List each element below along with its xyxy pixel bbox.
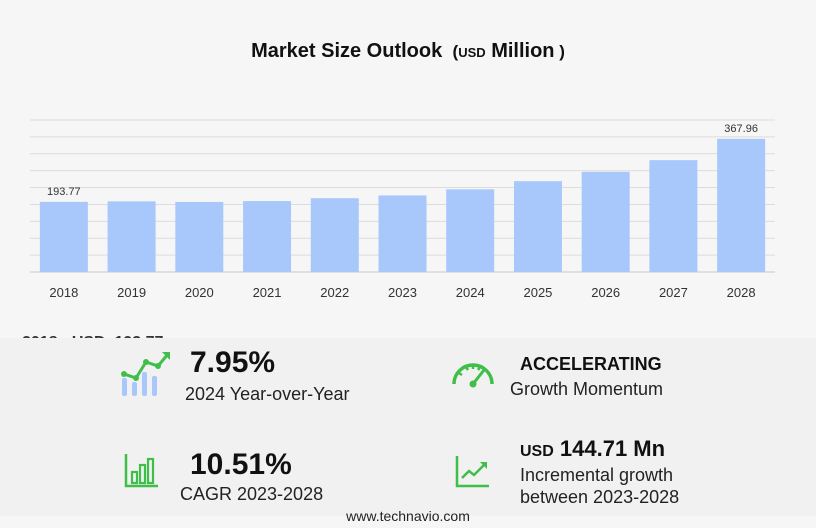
bar-2020 (175, 201, 224, 272)
line-trend-icon (455, 456, 489, 488)
x-tick-label: 2027 (659, 285, 688, 300)
bar-2027 (649, 160, 698, 272)
chart-data-labels: 193.77 367.96 (47, 123, 758, 198)
yoy-label: 2024 Year-over-Year (185, 384, 350, 404)
bar-2023 (378, 195, 427, 272)
bar-2028 (717, 138, 766, 272)
x-tick-label: 2026 (591, 285, 620, 300)
momentum-value: ACCELERATING (520, 354, 662, 374)
bar-2026 (581, 171, 630, 272)
bar-2022 (310, 198, 359, 272)
x-tick-label: 2022 (320, 285, 349, 300)
x-tick-label: 2021 (253, 285, 282, 300)
title-close-paren: ) (554, 42, 565, 61)
chart-x-ticks: 2018 2019 2020 2021 2022 2023 2024 2025 2026 2027… (49, 285, 755, 300)
incremental-label-1: Incremental growth (520, 465, 674, 485)
footer-site: www.technavio.com (346, 508, 470, 524)
bar-2019 (107, 201, 156, 272)
yoy-value: 7.95% (190, 346, 276, 379)
x-tick-label: 2024 (456, 285, 485, 300)
x-tick-label: 2018 (49, 285, 78, 300)
growth-chart-icon (121, 352, 170, 396)
speedometer-icon (452, 363, 494, 388)
x-tick-label: 2025 (523, 285, 552, 300)
stats-panel: 7.95% 2024 Year-over-Year ACCELERATING G… (0, 338, 816, 516)
momentum-label: Growth Momentum (510, 379, 664, 399)
x-tick-label: 2023 (388, 285, 417, 300)
bar-2025 (513, 181, 562, 272)
x-tick-label: 2028 (727, 285, 756, 300)
x-tick-label: 2019 (117, 285, 146, 300)
incremental-prefix: USD (520, 443, 554, 460)
x-tick-label: 2020 (185, 285, 214, 300)
title-open-paren: ( (447, 42, 459, 61)
bar-2021 (243, 201, 292, 272)
incremental-label-2: between 2023-2028 (520, 487, 680, 507)
incremental-amount: 144.71 Mn (559, 436, 666, 461)
bar-chart-icon (124, 454, 158, 488)
title-unit-word: Million (491, 40, 555, 62)
title-unit-prefix: USD (458, 45, 486, 60)
chart-bars (39, 138, 766, 272)
chart-title: Market Size Outlook (USD Million ) (0, 40, 816, 63)
data-label-2018: 193.77 (47, 186, 81, 198)
bar-chart: 193.77 367.96 2018 2019 2020 2021 2022 2023 202… (30, 119, 775, 300)
bar-2018 (39, 201, 88, 272)
bar-2024 (446, 189, 495, 272)
cagr-label: CAGR 2023-2028 (180, 484, 324, 504)
data-label-2028: 367.96 (724, 123, 758, 135)
cagr-value: 10.51% (190, 448, 292, 481)
incremental-value: USD 144.71 Mn (520, 436, 665, 462)
title-text: Market Size Outlook (251, 40, 443, 62)
